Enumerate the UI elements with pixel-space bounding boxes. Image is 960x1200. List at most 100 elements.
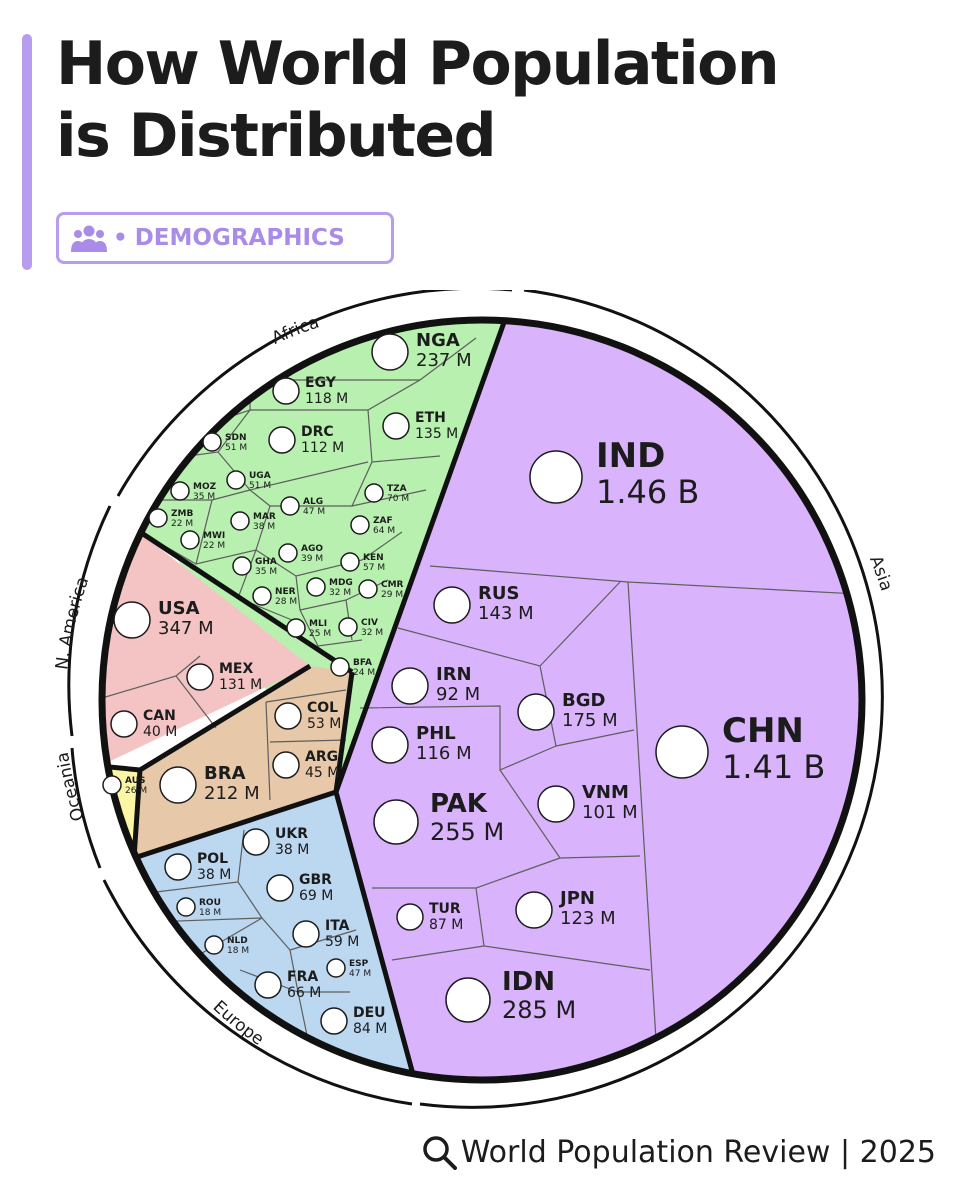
flag-marker-cmr: [358, 579, 378, 599]
flag-marker-tur: [396, 903, 424, 931]
country-population: 347 M: [158, 618, 214, 639]
flag-marker-mex: [186, 663, 214, 691]
country-population: 118 M: [305, 391, 348, 407]
cell-borders: [102, 337, 859, 1041]
country-code: FRA: [287, 969, 318, 985]
title-accent-bar: [22, 34, 32, 270]
country-code: BFA: [353, 658, 372, 668]
flag-marker-drc: [268, 426, 296, 454]
flag-marker-idn: [445, 977, 491, 1023]
country-population: 35 M: [255, 567, 277, 577]
flag-marker-irn: [391, 667, 429, 705]
category-tag: • DEMOGRAPHICS: [56, 212, 394, 264]
country-code: CMR: [381, 580, 404, 590]
country-code: ITA: [325, 918, 350, 934]
country-code: IND: [596, 436, 665, 476]
country-code: UGA: [249, 471, 271, 481]
country-code: USA: [158, 598, 200, 619]
country-code: BRA: [204, 763, 246, 784]
country-code: MDG: [329, 578, 353, 588]
population-chart: Africa Asia N. America Oceania Europe IN…: [52, 290, 896, 1109]
country-code: ETH: [415, 410, 446, 426]
tag-separator-dot: •: [113, 225, 128, 251]
flag-marker-ukr: [242, 828, 270, 856]
title-line-2: is Distributed: [56, 101, 497, 171]
country-code: MAR: [253, 512, 276, 522]
arc-label-oceania: Oceania: [53, 751, 89, 824]
flag-marker-col: [274, 702, 302, 730]
flag-marker-civ: [338, 617, 358, 637]
outer-bracket-arcs: [67, 290, 884, 1109]
tag-label: DEMOGRAPHICS: [134, 225, 345, 251]
country-code: EGY: [305, 375, 337, 391]
flag-marker-zaf: [350, 515, 370, 535]
flag-marker-bfa: [330, 657, 350, 677]
country-code: COL: [307, 700, 338, 716]
country-population: 51 M: [249, 481, 271, 491]
source-text: World Population Review | 2025: [460, 1134, 936, 1170]
country-code: NLD: [227, 936, 248, 946]
flag-marker-arg: [272, 751, 300, 779]
country-population: 26 M: [125, 786, 147, 796]
country-population: 101 M: [582, 802, 638, 823]
flag-marker-pol: [164, 853, 192, 881]
flag-marker-ind: [529, 450, 583, 504]
arc-label-north-america: N. America: [52, 574, 93, 671]
country-code: AGO: [301, 544, 323, 554]
flag-marker-esp: [326, 958, 346, 978]
country-population: 38 M: [197, 867, 231, 883]
flag-marker-rou: [176, 897, 196, 917]
country-population: 47 M: [349, 969, 371, 979]
country-code: TZA: [387, 484, 407, 494]
country-population: 143 M: [478, 603, 534, 624]
country-code: JPN: [558, 888, 595, 909]
country-population: 51 M: [225, 443, 247, 453]
flag-marker-vnm: [537, 785, 575, 823]
country-population: 22 M: [203, 541, 225, 551]
flag-marker-can: [110, 710, 138, 738]
country-population: 53 M: [307, 716, 341, 732]
country-population: 175 M: [562, 710, 618, 731]
flag-marker-gbr: [266, 874, 294, 902]
country-population: 135 M: [415, 426, 458, 442]
country-code: AUS: [125, 776, 145, 786]
flag-marker-zmb: [148, 508, 168, 528]
flag-marker-sdn: [202, 432, 222, 452]
country-code: ROU: [199, 898, 221, 908]
people-icon: [71, 225, 107, 252]
country-population: 18 M: [227, 946, 249, 956]
flag-marker-chn: [655, 725, 709, 779]
flag-marker-alg: [280, 496, 300, 516]
flag-marker-ago: [278, 543, 298, 563]
flag-marker-bra: [159, 766, 197, 804]
country-code: CAN: [143, 708, 176, 724]
